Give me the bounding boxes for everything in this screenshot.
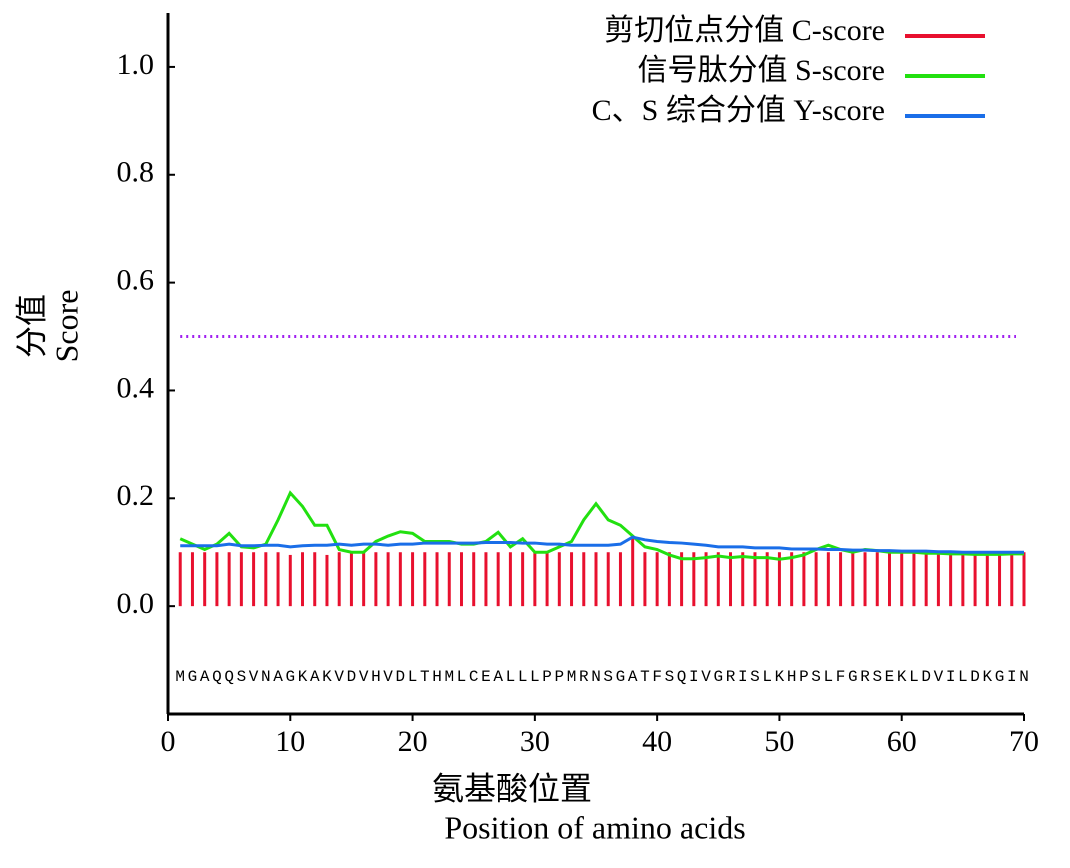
x-tick-label: 0 [161, 725, 176, 758]
legend-label: 信号肽分值 S-score [638, 54, 885, 87]
residue: E [885, 668, 895, 686]
x-label: Position of amino acids [444, 809, 745, 845]
residue: V [334, 668, 344, 686]
residue: I [738, 668, 748, 686]
residue: S [665, 668, 675, 686]
residue: R [860, 668, 870, 686]
residue: L [506, 668, 516, 686]
residue: M [567, 668, 577, 686]
residue: G [995, 668, 1005, 686]
residue: S [872, 668, 882, 686]
residue: G [848, 668, 858, 686]
residue: V [249, 668, 259, 686]
x-tick-label: 50 [764, 725, 794, 758]
residue: S [603, 668, 613, 686]
residue: A [493, 668, 503, 686]
residue: L [408, 668, 418, 686]
residue: K [897, 668, 907, 686]
residue: V [701, 668, 711, 686]
residue: D [921, 668, 931, 686]
legend-label: 剪切位点分值 C-score [604, 14, 885, 47]
residue: K [775, 668, 785, 686]
residue: L [909, 668, 919, 686]
residue: A [273, 668, 283, 686]
residue: D [347, 668, 357, 686]
residue: F [836, 668, 846, 686]
residue: T [640, 668, 650, 686]
x-tick-label: 10 [275, 725, 305, 758]
residue: L [530, 668, 540, 686]
y-tick-label: 0.0 [117, 587, 155, 620]
residue: V [383, 668, 393, 686]
score-line [179, 490, 1024, 561]
residue: A [200, 668, 210, 686]
residue: Q [224, 668, 234, 686]
residue: N [1019, 668, 1029, 686]
legend-label: C、S 综合分值 Y-score [592, 94, 885, 127]
residue: Q [212, 668, 222, 686]
residue: C [469, 668, 479, 686]
residue: N [261, 668, 271, 686]
score-line [180, 535, 1024, 554]
residue: K [322, 668, 332, 686]
residue: A [310, 668, 320, 686]
residue: K [298, 668, 308, 686]
x-tick-label: 70 [1009, 725, 1039, 758]
residue: G [616, 668, 626, 686]
y-tick-label: 0.8 [117, 156, 155, 189]
residue: L [518, 668, 528, 686]
residue: K [983, 668, 993, 686]
residue: Q [677, 668, 687, 686]
residue: T [420, 668, 430, 686]
residue: P [542, 668, 552, 686]
residue: H [371, 668, 381, 686]
y-tick-label: 0.6 [117, 264, 155, 297]
residue: I [689, 668, 699, 686]
residue: F [652, 668, 662, 686]
residue: V [934, 668, 944, 686]
residue: S [750, 668, 760, 686]
residue: I [946, 668, 956, 686]
residue: L [958, 668, 968, 686]
residue: H [432, 668, 442, 686]
residue: H [787, 668, 797, 686]
y-label: Score [48, 290, 84, 363]
y-label: 分值 [13, 294, 49, 358]
residue: G [713, 668, 723, 686]
residue: D [970, 668, 980, 686]
x-label: 氨基酸位置 [432, 770, 592, 806]
x-tick-label: 20 [398, 725, 428, 758]
residue: D [396, 668, 406, 686]
residue: L [824, 668, 834, 686]
residue: G [285, 668, 295, 686]
residue: G [188, 668, 198, 686]
x-tick-label: 30 [520, 725, 550, 758]
y-tick-label: 1.0 [117, 48, 155, 81]
residue: N [591, 668, 601, 686]
residue: A [628, 668, 638, 686]
residue: L [457, 668, 467, 686]
residue: L [762, 668, 772, 686]
x-tick-label: 60 [887, 725, 917, 758]
x-tick-label: 40 [642, 725, 672, 758]
y-tick-label: 0.2 [117, 479, 155, 512]
residue: M [175, 668, 185, 686]
residue: I [1007, 668, 1017, 686]
residue: E [481, 668, 491, 686]
residue: S [237, 668, 247, 686]
residue: R [726, 668, 736, 686]
residue: P [799, 668, 809, 686]
residue: P [555, 668, 565, 686]
residue: S [811, 668, 821, 686]
residue: M [444, 668, 454, 686]
y-tick-label: 0.4 [117, 371, 155, 404]
residue: V [359, 668, 369, 686]
residue: R [579, 668, 589, 686]
